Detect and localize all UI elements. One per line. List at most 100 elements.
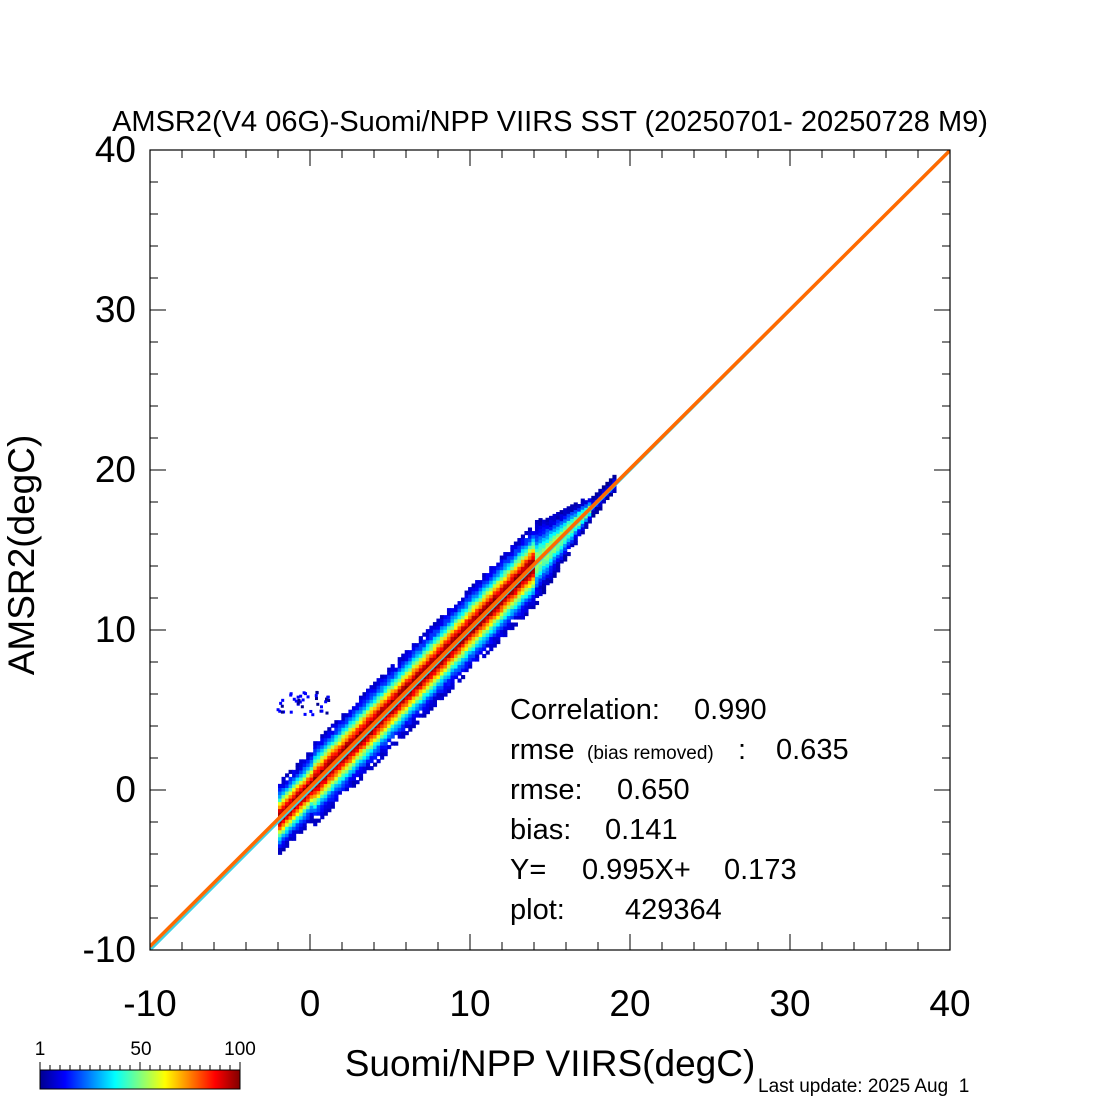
density-cell — [313, 801, 318, 806]
density-cell — [524, 597, 529, 603]
density-cell — [380, 706, 385, 711]
density-cell — [320, 755, 325, 760]
density-cell — [296, 695, 300, 699]
density-cell — [425, 664, 430, 669]
density-cell — [542, 523, 547, 528]
density-cell — [482, 594, 487, 599]
density-cell — [418, 660, 423, 665]
density-cell — [355, 706, 360, 711]
density-cell — [351, 751, 357, 757]
density-cell — [355, 723, 360, 728]
density-cell — [429, 657, 434, 662]
density-cell — [323, 790, 328, 795]
density-cell — [573, 502, 578, 507]
density-cell — [344, 765, 349, 771]
density-cell — [432, 688, 437, 694]
density-cell — [506, 583, 511, 588]
density-cell — [341, 744, 346, 749]
density-cell — [520, 594, 525, 599]
density-cell — [376, 699, 381, 704]
density-cell — [429, 706, 434, 711]
density-cell — [429, 688, 434, 694]
density-cell — [531, 597, 536, 603]
density-cell — [366, 762, 371, 767]
density-cell — [295, 791, 300, 796]
density-cell — [461, 611, 466, 616]
density-cell — [468, 636, 473, 641]
density-cell — [404, 681, 409, 686]
density-cell — [383, 699, 388, 704]
density-cell — [552, 549, 557, 554]
density-cell — [394, 678, 399, 683]
density-cell — [323, 744, 328, 749]
density-cell — [454, 629, 459, 634]
density-cell — [461, 660, 466, 666]
density-cell — [408, 671, 413, 676]
density-cell — [482, 625, 487, 630]
density-cell — [418, 664, 423, 669]
density-cell — [478, 611, 483, 616]
density-cell — [299, 791, 304, 796]
density-cell — [325, 711, 329, 715]
density-cell — [425, 710, 430, 715]
density-cell — [538, 560, 543, 565]
density-cell — [482, 622, 487, 627]
density-cell — [524, 608, 529, 613]
density-cell — [542, 526, 547, 531]
density-cell — [524, 541, 529, 546]
density-cell — [573, 516, 578, 521]
density-cell — [461, 667, 466, 673]
density-cell — [436, 622, 441, 627]
density-cell — [323, 808, 328, 813]
density-cell — [517, 590, 522, 595]
density-cell — [302, 787, 307, 792]
density-cell — [464, 657, 469, 662]
density-cell — [454, 625, 459, 630]
density-cell — [422, 660, 427, 665]
density-cell — [577, 532, 582, 537]
density-cell — [559, 517, 564, 522]
density-cell — [330, 730, 335, 735]
density-cell — [468, 587, 473, 592]
density-cell — [316, 755, 321, 760]
density-cell — [499, 587, 504, 592]
density-cell — [436, 664, 441, 669]
density-cell — [439, 660, 445, 665]
density-cell — [489, 611, 494, 616]
density-cell — [401, 681, 406, 686]
density-cell — [464, 643, 469, 648]
density-cell — [566, 513, 571, 518]
density-cell — [584, 500, 589, 505]
density-cell — [429, 643, 434, 648]
density-cell — [531, 590, 536, 596]
density-cell — [450, 608, 455, 613]
density-cell — [422, 632, 427, 637]
density-cell — [362, 748, 367, 753]
density-cell — [492, 625, 497, 631]
density-cell — [299, 762, 304, 767]
density-cell — [404, 650, 409, 655]
density-cell — [355, 748, 360, 753]
density-cell — [549, 579, 554, 584]
density-cell — [450, 678, 455, 683]
density-cell — [295, 776, 300, 782]
density-cell — [383, 745, 388, 750]
density-cell — [517, 611, 522, 617]
density-cell — [344, 758, 349, 764]
stat-rmse-bias-removed: rmse (bias removed):0.635 — [510, 734, 849, 766]
density-cell — [296, 701, 300, 705]
density-cell — [527, 587, 533, 592]
stat-fit-intercept: 0.173 — [724, 854, 797, 886]
density-cell — [587, 515, 592, 520]
density-cell — [492, 618, 497, 623]
density-cell — [503, 629, 508, 634]
density-cell — [503, 576, 508, 581]
density-cell — [285, 780, 290, 785]
density-cell — [464, 604, 469, 609]
density-cell — [366, 748, 371, 753]
density-cell — [411, 688, 416, 693]
density-cell — [566, 523, 571, 528]
density-cell — [542, 544, 547, 549]
density-cell — [418, 650, 423, 655]
density-cell — [573, 509, 578, 514]
